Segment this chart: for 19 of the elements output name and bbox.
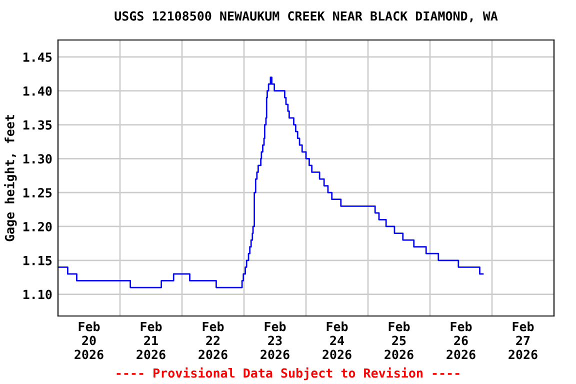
x-tick-label: Feb 21 2026	[136, 322, 166, 360]
x-tick-label: Feb 26 2026	[446, 322, 476, 360]
y-tick-label: 1.15	[23, 256, 52, 266]
y-tick-label: 1.35	[23, 120, 52, 130]
y-tick-label: 1.45	[23, 52, 52, 62]
y-tick-label: 1.10	[23, 290, 52, 300]
chart-title: USGS 12108500 NEWAUKUM CREEK NEAR BLACK DIAMOND, WA	[114, 11, 498, 22]
y-tick-label: 1.25	[23, 188, 52, 198]
x-tick-label: Feb 25 2026	[384, 322, 414, 360]
y-axis-title: Gage height, feet	[4, 115, 17, 242]
text: ---- Provisional Data Subject to Revision ----	[116, 367, 460, 380]
x-tick-label: Feb 22 2026	[198, 322, 228, 360]
y-tick-label: 1.30	[23, 154, 52, 164]
x-tick-label: Feb 20 2026	[74, 322, 104, 360]
y-tick-label: 1.40	[23, 86, 52, 96]
x-tick-label: Feb 24 2026	[322, 322, 352, 360]
x-tick-label: Feb 23 2026	[260, 322, 290, 360]
y-tick-label: 1.20	[23, 222, 52, 232]
x-tick-label: Feb 27 2026	[508, 322, 538, 360]
